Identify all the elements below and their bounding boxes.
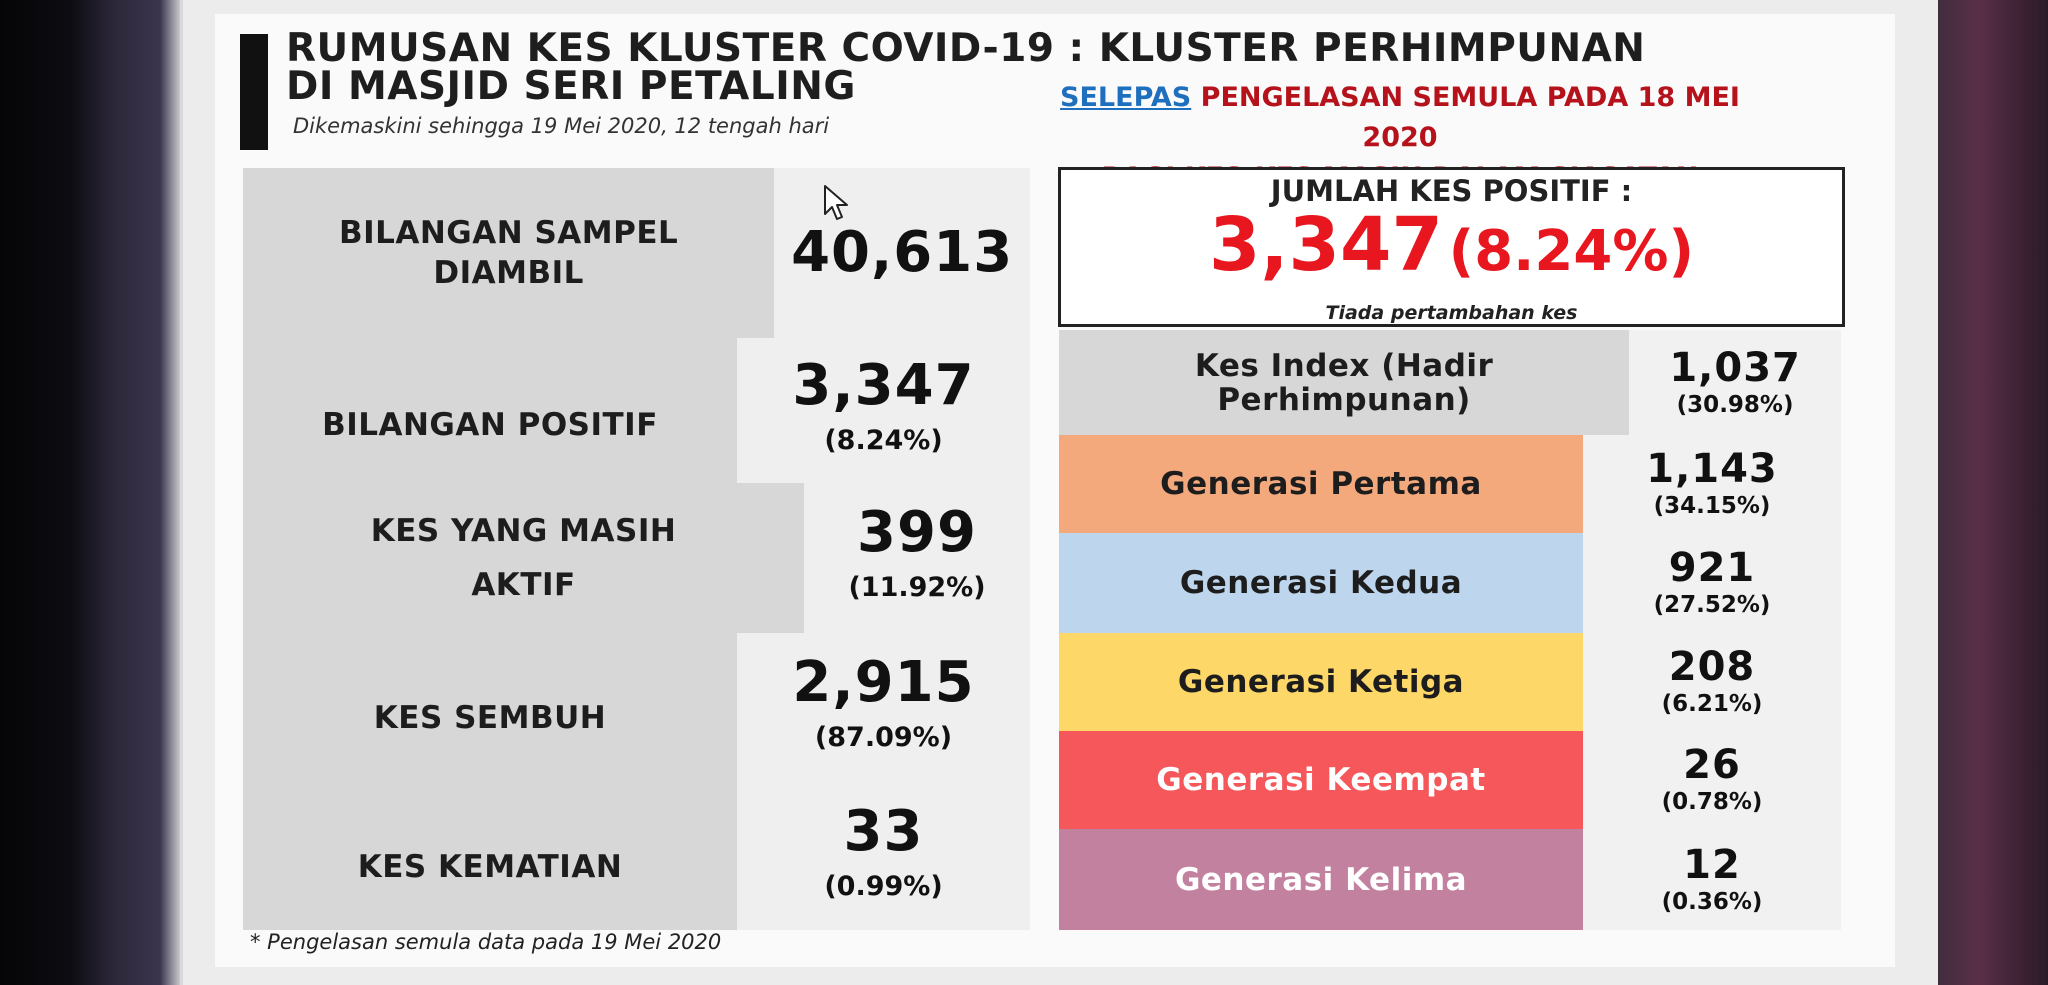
row-value: 1,037 [1669,344,1801,391]
row-value: 921 [1668,545,1756,591]
update-timestamp: Dikemaskini sehingga 19 Mei 2020, 12 ten… [293,114,830,138]
note-line-1: PENGELASAN SEMULA PADA 18 MEI 2020 [1191,82,1740,153]
total-count: 3,347 [1208,202,1444,288]
row-value-cell: 1,143 (34.15%) [1583,435,1841,533]
row-label: Generasi Pertama [1059,435,1583,533]
table-row: Kes Index (Hadir Perhimpunan) 1,037 (30.… [1059,330,1841,435]
row-label: KES YANG MASIH AKTIF [243,483,805,633]
row-percent: (87.09%) [814,722,953,753]
total-positive-box: JUMLAH KES POSITIF : 3,347 (8.24%) Tiada… [1058,167,1845,327]
row-label: Generasi Kedua [1059,533,1583,633]
row-value: 208 [1668,644,1756,690]
row-value: 12 [1683,841,1741,888]
total-label: JUMLAH KES POSITIF : [1270,174,1633,208]
total-note: Tiada pertambahan kes [1325,302,1578,324]
table-row: KES SEMBUH 2,915 (87.09%) [243,633,1030,783]
table-row: Generasi Keempat 26 (0.78%) [1059,731,1841,829]
table-row: KES YANG MASIH AKTIF 399 (11.92%) [243,483,1030,633]
row-percent: (6.21%) [1661,691,1763,717]
row-value: 33 [843,798,924,864]
page-title: RUMUSAN KES KLUSTER COVID-19 : KLUSTER P… [286,26,1646,109]
row-value-cell: 921 (27.52%) [1583,533,1841,633]
table-row: Generasi Kedua 921 (27.52%) [1059,533,1841,633]
row-percent: (0.99%) [824,870,943,902]
title-line-1: RUMUSAN KES KLUSTER COVID-19 : KLUSTER P… [286,26,1646,71]
row-value-cell: 26 (0.78%) [1583,731,1841,829]
row-value-cell: 3,347 (8.24%) [737,338,1030,483]
footnote: * Pengelasan semula data pada 19 Mei 202… [250,930,722,954]
row-label: BILANGAN POSITIF [243,338,737,483]
row-percent: (34.15%) [1653,493,1771,519]
row-value-cell: 33 (0.99%) [737,783,1030,930]
row-label: Generasi Keempat [1059,731,1583,829]
row-label: KES SEMBUH [243,633,737,783]
total-percent: (8.24%) [1448,219,1695,284]
total-value: 3,347 (8.24%) [1061,208,1842,302]
row-value: 2,915 [792,650,975,715]
row-label: Kes Index (Hadir Perhimpunan) [1059,330,1630,435]
summary-table: BILANGAN SAMPEL DIAMBIL 40,613 BILANGAN … [243,168,1030,930]
row-value: 1,143 [1646,446,1778,492]
row-value-cell: 40,613 [774,168,1030,338]
row-percent: (0.78%) [1661,789,1763,815]
note-highlight-link[interactable]: SELEPAS [1060,82,1192,113]
row-value: 40,613 [791,220,1014,285]
row-percent: (30.98%) [1676,391,1794,418]
row-label: KES KEMATIAN [243,783,737,930]
table-row: Generasi Pertama 1,143 (34.15%) [1059,435,1841,533]
table-row: Generasi Kelima 12 (0.36%) [1059,829,1841,930]
generation-table: Kes Index (Hadir Perhimpunan) 1,037 (30.… [1059,330,1841,930]
row-percent: (0.36%) [1661,888,1763,915]
table-row: BILANGAN POSITIF 3,347 (8.24%) [243,338,1030,483]
title-line-2: DI MASJID SERI PETALING [286,64,856,109]
mouse-pointer-icon [824,185,848,220]
row-value-cell: 399 (11.92%) [804,483,1030,633]
row-value: 3,347 [792,352,975,418]
row-value-cell: 208 (6.21%) [1583,633,1841,731]
row-percent: (8.24%) [824,424,943,456]
row-value: 399 [857,500,977,565]
row-value-cell: 2,915 (87.09%) [737,633,1030,783]
row-percent: (27.52%) [1653,592,1771,618]
row-value-cell: 1,037 (30.98%) [1629,330,1841,435]
row-value-cell: 12 (0.36%) [1583,829,1841,930]
row-percent: (11.92%) [848,572,986,603]
row-label: Generasi Kelima [1059,829,1583,930]
title-accent-bar [240,34,268,150]
row-label: BILANGAN SAMPEL DIAMBIL [243,168,775,338]
table-row: KES KEMATIAN 33 (0.99%) [243,783,1030,930]
table-row: BILANGAN SAMPEL DIAMBIL 40,613 [243,168,1030,338]
row-label: Generasi Ketiga [1059,633,1583,731]
right-window-edge [1938,0,2048,985]
table-row: Generasi Ketiga 208 (6.21%) [1059,633,1841,731]
row-value: 26 [1683,742,1741,788]
left-window-edge [0,0,180,985]
